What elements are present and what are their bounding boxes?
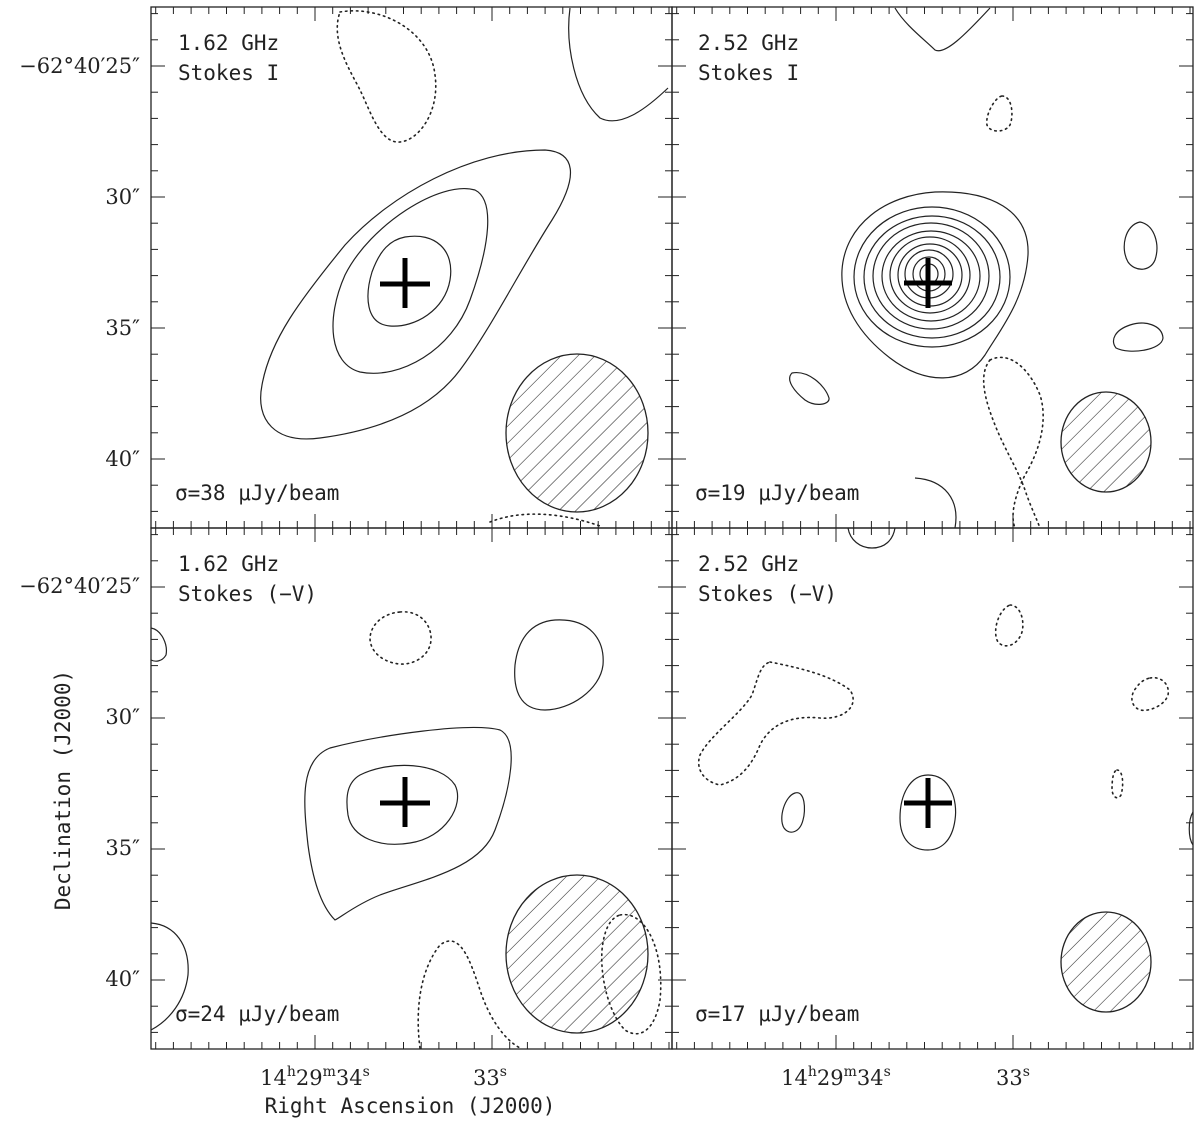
panel-3-stokes: Stokes (−V) xyxy=(178,582,317,606)
y-axis-title: Declination (J2000) xyxy=(51,670,75,910)
dec-tick-label-35-top: 35″ xyxy=(105,316,140,340)
beam-ellipse xyxy=(1060,391,1152,493)
ra-tick-label-33-right: 33s xyxy=(996,1064,1030,1090)
contour-edge-right xyxy=(1188,811,1194,846)
contour-blob-right-2 xyxy=(1112,322,1164,352)
contour-top-edge xyxy=(894,7,991,52)
contour-ring-3 xyxy=(863,215,1001,339)
panel-2-sigma: σ=19 μJy/beam xyxy=(695,481,859,505)
contour-negative-right xyxy=(1131,676,1170,712)
contour-negative-bottom xyxy=(489,513,601,527)
contour-level-1 xyxy=(260,149,572,440)
contour-negative-small xyxy=(985,95,1013,132)
panel-2-2p52ghz-stokes-i: 2.52 GHz Stokes I σ=19 μJy/beam xyxy=(671,6,1194,529)
ra-tick-label-34-right: 14h29m34s xyxy=(781,1064,891,1090)
dec-tick-label-25-top: −62°40′25″ xyxy=(19,54,140,78)
contour-around-source xyxy=(899,774,957,851)
panel-2-ticks xyxy=(672,7,1193,528)
panel-4-frame xyxy=(671,527,1194,1050)
dec-tick-label-35-bottom: 35″ xyxy=(105,836,140,860)
contour-ring-2 xyxy=(853,206,1011,348)
dec-tick-label-40-top: 40″ xyxy=(105,447,140,471)
panel-4-frequency: 2.52 GHz xyxy=(698,552,799,576)
panel-1-frequency: 1.62 GHz xyxy=(178,31,279,55)
panel-4-2p52ghz-stokes-minus-v: 2.52 GHz Stokes (−V) σ=17 μJy/beam xyxy=(671,527,1194,1050)
contour-negative-circle xyxy=(369,611,432,665)
contour-top-edge xyxy=(847,527,896,549)
panel-1-sigma: σ=38 μJy/beam xyxy=(175,481,339,505)
ra-tick-label-34-left: 14h29m34s xyxy=(260,1064,370,1090)
contour-ring-5 xyxy=(881,230,981,322)
concentric-contours xyxy=(841,191,1029,379)
contour-negative-top xyxy=(994,604,1024,647)
contour-bottom-edge xyxy=(914,477,957,529)
dec-tick-label-25-bottom: −62°40′25″ xyxy=(19,574,140,598)
contour-blob-left xyxy=(781,792,806,833)
contour-negative-long xyxy=(989,356,1044,529)
contour-ring-6 xyxy=(889,236,971,314)
panel-1-1p62ghz-stokes-i: 1.62 GHz Stokes I σ=38 μJy/beam xyxy=(150,6,673,529)
panel-2-frequency: 2.52 GHz xyxy=(698,31,799,55)
beam-ellipse xyxy=(505,353,649,513)
panel-1-ticks xyxy=(151,7,672,528)
contour-negative-large xyxy=(698,661,854,786)
contour-blob-top-right xyxy=(514,619,604,711)
contour-blob-right-1 xyxy=(1123,221,1158,270)
contour-negative-bottom xyxy=(417,940,521,1049)
panel-4-sigma: σ=17 μJy/beam xyxy=(695,1002,859,1026)
contour-outer xyxy=(841,191,1029,379)
contour-edge-left-bottom xyxy=(150,922,189,1031)
contour-ring-4 xyxy=(872,222,990,330)
panel-2-stokes: Stokes I xyxy=(698,61,799,85)
beam-ellipse xyxy=(505,874,649,1034)
contour-level-2 xyxy=(332,188,489,374)
panel-4-ticks xyxy=(672,528,1193,1049)
panel-3-1p62ghz-stokes-minus-v: 1.62 GHz Stokes (−V) σ=24 μJy/beam xyxy=(150,527,673,1050)
dec-tick-label-40-bottom: 40″ xyxy=(105,967,140,991)
panel-3-sigma: σ=24 μJy/beam xyxy=(175,1002,339,1026)
dec-tick-label-30-bottom: 30″ xyxy=(105,705,140,729)
contour-negative-top xyxy=(336,10,437,143)
panel-4-stokes: Stokes (−V) xyxy=(698,582,837,606)
dec-tick-label-30-top: 30″ xyxy=(105,185,140,209)
panel-3-frequency: 1.62 GHz xyxy=(178,552,279,576)
contour-edge-right xyxy=(568,7,669,122)
x-axis-title: Right Ascension (J2000) xyxy=(265,1094,556,1118)
panel-3-ticks xyxy=(151,528,672,1049)
contour-negative-long-2 xyxy=(982,359,1041,529)
ra-tick-label-33-left: 33s xyxy=(473,1064,507,1090)
contour-negative-tiny xyxy=(1111,769,1124,799)
panel-1-stokes: Stokes I xyxy=(178,61,279,85)
contour-level-3 xyxy=(367,235,452,327)
contour-blob-left xyxy=(789,372,830,405)
contour-level-1 xyxy=(304,726,512,921)
beam-ellipse xyxy=(1060,911,1152,1013)
contour-edge-left-top xyxy=(150,627,167,662)
contour-level-2 xyxy=(346,764,459,845)
